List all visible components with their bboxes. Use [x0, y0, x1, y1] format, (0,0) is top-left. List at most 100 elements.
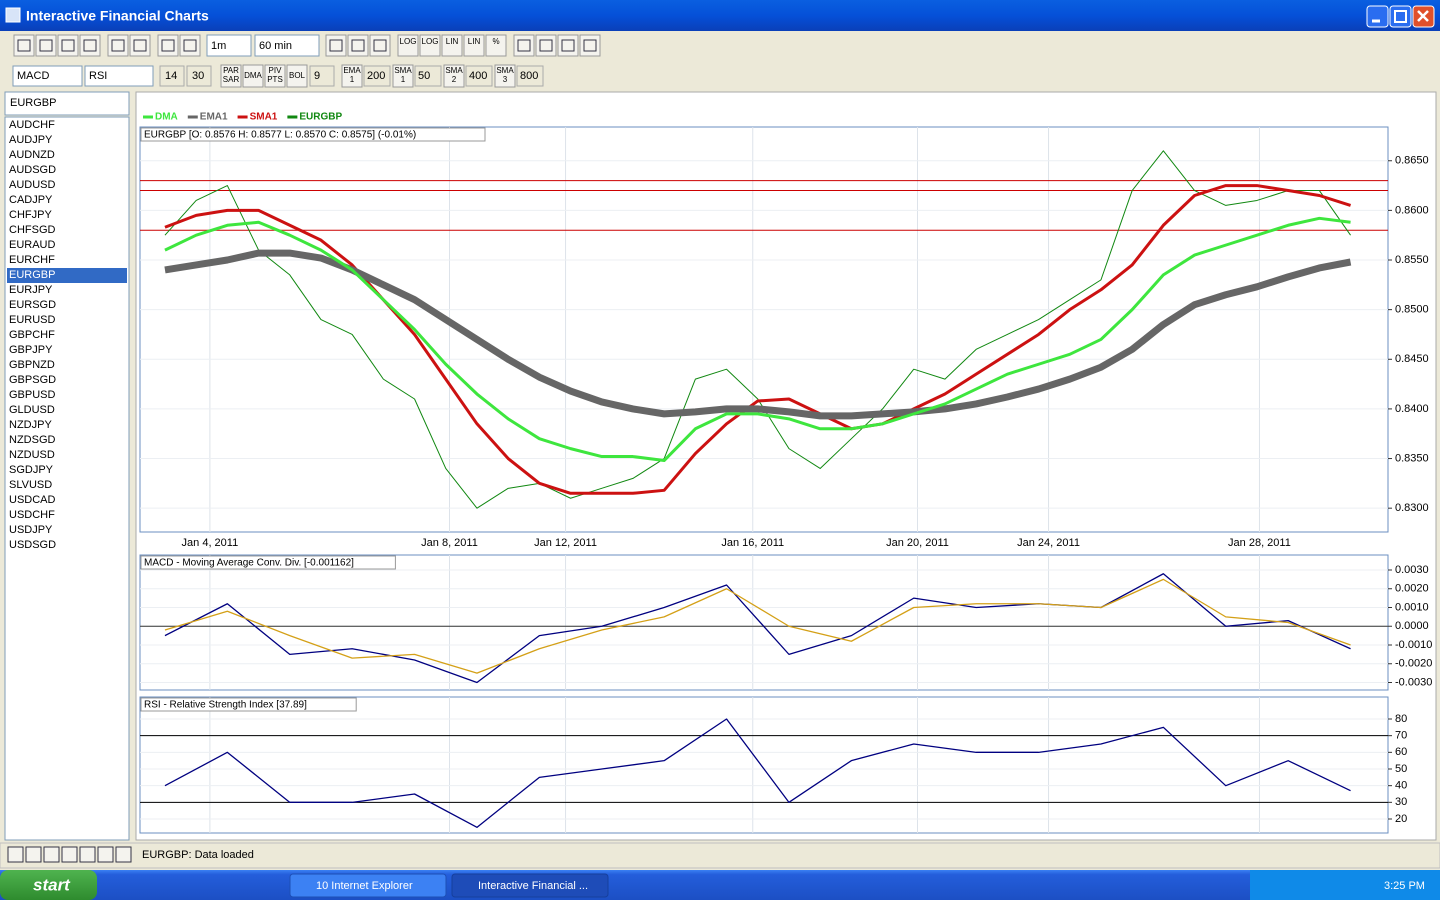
ma-button-label: 3 [503, 75, 508, 84]
symbol-item[interactable]: NZDSGD [9, 434, 56, 446]
toolbar-button[interactable] [463, 34, 485, 57]
symbol-item[interactable]: USDCHF [9, 509, 55, 521]
symbol-item[interactable]: EURAUD [9, 239, 56, 251]
param-value: 30 [192, 70, 204, 82]
series-line [164, 573, 1351, 684]
overlay-button-label: DMA [244, 71, 262, 80]
start-label: start [33, 875, 71, 894]
status-icon[interactable] [25, 846, 42, 863]
toolbar-button[interactable] [107, 34, 129, 57]
toolbar-button[interactable] [513, 34, 535, 57]
icon [133, 39, 147, 52]
ma-period-input[interactable] [363, 65, 391, 87]
symbol-item[interactable]: GBPSGD [9, 374, 56, 386]
symbol-item[interactable]: SLVUSD [9, 479, 52, 491]
toolbar-button[interactable] [13, 34, 35, 57]
y-tick-label: 0.8300 [1395, 502, 1429, 514]
symbol-item[interactable]: AUDNZD [9, 149, 55, 161]
toolbar-button[interactable] [286, 64, 308, 88]
toolbar-button[interactable] [157, 34, 179, 57]
toolbar-button[interactable] [341, 64, 363, 88]
symbol-item[interactable]: SGDJPY [9, 464, 54, 476]
toolbar-button[interactable] [392, 64, 414, 88]
minimize-button[interactable] [1366, 5, 1389, 28]
toolbar-button[interactable] [557, 34, 579, 57]
toolbar-button[interactable] [494, 64, 516, 88]
toolbar-button[interactable] [264, 64, 286, 88]
indicator2-select[interactable] [84, 65, 154, 87]
toolbar-button[interactable] [579, 34, 601, 57]
symbol-item[interactable]: GBPNZD [9, 359, 55, 371]
symbol-item[interactable]: USDCAD [9, 494, 56, 506]
symbol-item[interactable]: USDSGD [9, 539, 56, 551]
toolbar-button[interactable] [419, 34, 441, 57]
timeframe-select[interactable] [206, 34, 252, 57]
toolbar: 1m 60 min MACD RSI [12, 34, 320, 87]
symbol-item[interactable]: GLDUSD [9, 404, 55, 416]
symbol-item[interactable]: EURCHF [9, 254, 55, 266]
ma-period-input[interactable] [516, 65, 544, 87]
toolbar-button[interactable] [369, 34, 391, 57]
param-input[interactable] [186, 65, 212, 87]
overlay-button-label: SAR [223, 75, 240, 84]
panel-title: RSI - Relative Strength Index [37.89] [144, 700, 307, 711]
toolbar-button[interactable] [79, 34, 101, 57]
toolbar-button[interactable] [441, 34, 463, 57]
symbol-item[interactable]: USDJPY [9, 524, 53, 536]
symbol-item[interactable]: AUDSGD [9, 164, 56, 176]
toolbar-button[interactable] [35, 34, 57, 57]
toolbar-button[interactable] [443, 64, 465, 88]
status-icon[interactable] [61, 846, 78, 863]
maximize-button[interactable] [1389, 5, 1412, 28]
symbol-item[interactable]: EURSGD [9, 299, 56, 311]
toolbar-button[interactable] [535, 34, 557, 57]
toolbar-button[interactable] [397, 34, 419, 57]
y-tick-label: 0.8500 [1395, 304, 1429, 316]
symbol-item[interactable]: NZDUSD [9, 449, 55, 461]
symbol-item[interactable]: AUDCHF [9, 119, 55, 131]
symbol-item[interactable]: CHFSGD [9, 224, 56, 236]
task-button[interactable] [451, 873, 609, 898]
toolbar-button[interactable] [325, 34, 347, 57]
indicator1-select[interactable] [12, 65, 83, 87]
ma-period-input[interactable] [414, 65, 442, 87]
symbol-item[interactable]: CADJPY [9, 194, 53, 206]
ma-period: 50 [418, 70, 430, 82]
status-icon[interactable] [97, 846, 114, 863]
toolbar-button[interactable] [242, 64, 264, 88]
symbol-item[interactable]: GBPCHF [9, 329, 55, 341]
symbol-item[interactable]: GBPUSD [9, 389, 56, 401]
symbol-item[interactable]: EURGBP [9, 269, 55, 281]
status-icon[interactable] [115, 846, 132, 863]
task-button[interactable] [289, 873, 447, 898]
param-input[interactable] [309, 65, 335, 87]
status-icon[interactable] [7, 846, 24, 863]
overlay-button-label: PTS [267, 75, 283, 84]
status-icon[interactable] [43, 846, 60, 863]
legend-label: EURGBP [299, 112, 342, 123]
symbol-input[interactable] [4, 91, 130, 116]
y-tick-label: 40 [1395, 780, 1407, 792]
ma-period-input[interactable] [465, 65, 493, 87]
toolbar-button[interactable] [485, 34, 507, 57]
toolbar-button[interactable] [57, 34, 79, 57]
series-line [164, 216, 1351, 463]
symbol-item[interactable]: AUDUSD [9, 179, 56, 191]
toolbar-button[interactable] [347, 34, 369, 57]
symbol-item[interactable]: EURJPY [9, 284, 53, 296]
symbol-item[interactable]: CHFJPY [9, 209, 52, 221]
symbol-item[interactable]: GBPJPY [9, 344, 53, 356]
plot-frame [139, 696, 1389, 834]
symbol-item[interactable]: NZDJPY [9, 419, 52, 431]
toolbar-button[interactable] [220, 64, 242, 88]
icon [539, 39, 553, 52]
symbol-item[interactable]: AUDJPY [9, 134, 53, 146]
start-button[interactable] [0, 870, 97, 900]
interval-select[interactable] [254, 34, 320, 57]
toolbar-button[interactable] [179, 34, 201, 57]
status-icon[interactable] [79, 846, 96, 863]
param-input[interactable] [159, 65, 185, 87]
toolbar-button[interactable] [129, 34, 151, 57]
icon [517, 39, 531, 52]
symbol-item[interactable]: EURUSD [9, 314, 56, 326]
